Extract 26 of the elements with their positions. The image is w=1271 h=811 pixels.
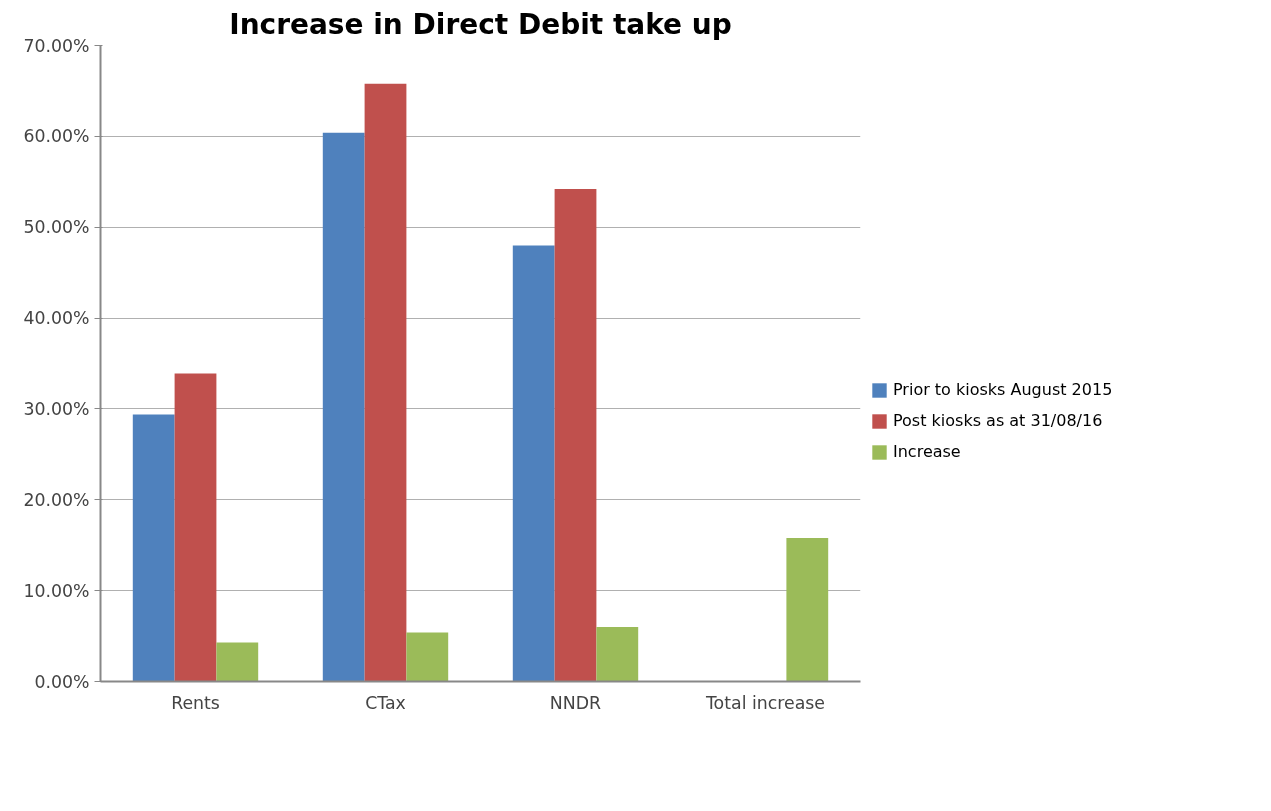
- bar: [512, 245, 555, 682]
- bar: [364, 83, 407, 682]
- y-tick-label: 10.00%: [23, 580, 90, 601]
- bar: [406, 632, 449, 682]
- y-tick-label: 50.00%: [23, 217, 90, 238]
- x-tick-label: Total increase: [704, 692, 826, 713]
- x-tick-label: CTax: [365, 692, 406, 713]
- bar: [216, 642, 259, 682]
- bar: [596, 626, 639, 682]
- bar: [174, 373, 217, 682]
- bar: [786, 537, 829, 682]
- bar: [132, 414, 175, 682]
- y-tick-label: 60.00%: [23, 126, 90, 147]
- y-tick-label: 0.00%: [34, 671, 90, 692]
- bar: [322, 132, 365, 682]
- x-tick-label: Rents: [171, 692, 220, 713]
- y-tick-label: 70.00%: [23, 35, 90, 56]
- legend-label: Increase: [893, 442, 961, 461]
- y-tick-label: 40.00%: [23, 308, 90, 329]
- chart-title: Increase in Direct Debit take up: [229, 7, 732, 41]
- legend-label: Prior to kiosks August 2015: [893, 380, 1113, 399]
- y-tick-label: 30.00%: [23, 398, 90, 419]
- x-tick-label: NNDR: [549, 692, 602, 713]
- legend-label: Post kiosks as at 31/08/16: [893, 411, 1103, 430]
- y-tick-label: 20.00%: [23, 489, 90, 510]
- bar: [554, 189, 597, 682]
